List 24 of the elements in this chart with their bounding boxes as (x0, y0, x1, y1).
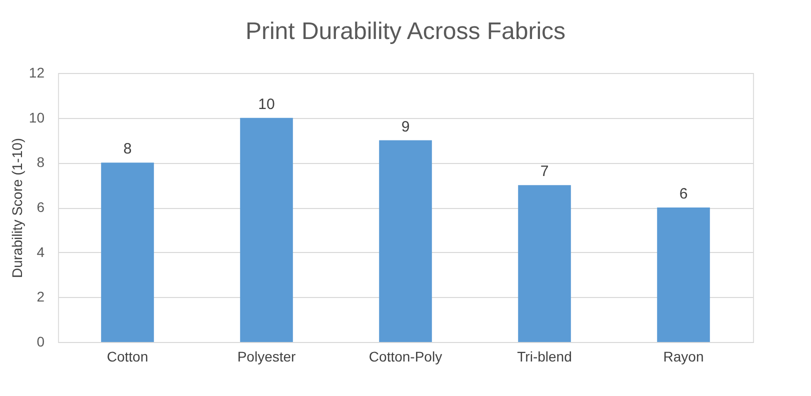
y-tick-label: 0 (36, 334, 45, 350)
data-label: 10 (258, 96, 275, 113)
x-tick-label: Cotton (106, 348, 148, 364)
y-tick-label: 4 (36, 244, 45, 260)
bar (379, 140, 432, 342)
data-label: 7 (540, 163, 549, 180)
x-tick-label: Rayon (663, 348, 704, 364)
y-tick-label: 12 (28, 64, 45, 80)
bar (240, 118, 293, 342)
chart-title: Print Durability Across Fabrics (245, 18, 566, 45)
y-tick-label: 10 (28, 109, 45, 126)
bar (518, 185, 571, 342)
data-label: 6 (679, 186, 688, 202)
data-label: 9 (401, 118, 410, 136)
x-tick-label: Cotton-Poly (368, 348, 442, 364)
bar (657, 208, 710, 342)
x-tick-label: Polyester (237, 348, 296, 364)
bar (101, 162, 154, 342)
y-tick-label: 2 (36, 288, 45, 305)
y-tick-label: 8 (36, 154, 45, 170)
x-tick-label: Tri-blend (517, 348, 572, 364)
data-label: 8 (123, 140, 132, 158)
y-tick-label: 6 (36, 199, 45, 215)
y-axis-title: Durability Score (1-10) (8, 138, 25, 278)
